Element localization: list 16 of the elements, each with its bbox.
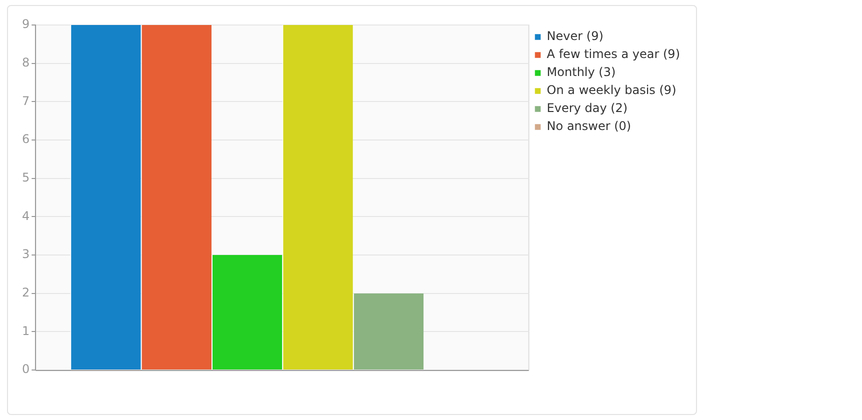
y-tick-label: 1 [22, 324, 30, 338]
legend-label: Never (9) [546, 29, 604, 44]
legend-label: A few times a year (9) [546, 47, 680, 62]
y-tick-label: 3 [22, 247, 30, 262]
legend-label: No answer (0) [546, 119, 632, 134]
y-tick-label: 7 [22, 94, 30, 108]
legend-label: Every day (2) [546, 101, 628, 116]
y-tick-label: 4 [22, 208, 30, 223]
y-tick-label: 6 [22, 132, 30, 146]
y-tick-label: 2 [22, 285, 30, 300]
y-tick-label: 8 [22, 55, 30, 70]
legend-label: On a weekly basis (9) [546, 83, 676, 98]
y-tick-label: 9 [22, 17, 30, 32]
y-tick-label: 5 [22, 170, 30, 184]
legend-label: Monthly (3) [546, 65, 616, 80]
y-tick-label: 0 [22, 362, 30, 376]
